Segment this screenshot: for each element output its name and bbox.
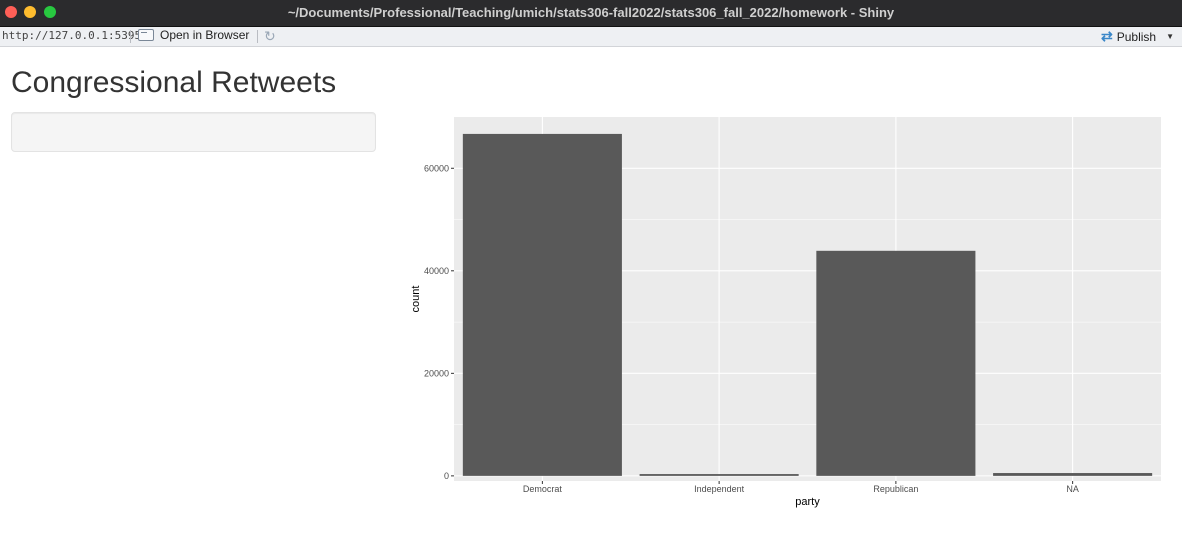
x-tick-label: NA: [1066, 484, 1079, 494]
y-tick-label: 60000: [424, 163, 449, 173]
x-axis-label: party: [795, 496, 820, 508]
x-tick-label: Republican: [873, 484, 918, 494]
publish-label: Publish: [1116, 29, 1157, 44]
y-axis-label: count: [410, 286, 422, 313]
bar-na: [993, 473, 1153, 476]
maximize-window-button[interactable]: [44, 6, 56, 18]
toolbar-separator: [257, 30, 258, 43]
sidebar-panel: [11, 112, 376, 152]
open-browser-icon: [138, 29, 154, 41]
y-tick-label: 0: [444, 471, 449, 481]
toolbar-separator: [130, 30, 131, 43]
publish-icon: ⇄: [1100, 28, 1113, 44]
viewer-toolbar: http://127.0.0.1:5395 Open in Browser ↻ …: [0, 27, 1182, 47]
open-in-browser-button[interactable]: Open in Browser: [138, 28, 249, 42]
bar-republican: [816, 250, 976, 476]
x-tick-label: Democrat: [523, 484, 563, 494]
close-window-button[interactable]: [5, 6, 17, 18]
y-tick-label: 40000: [424, 266, 449, 276]
open-in-browser-label: Open in Browser: [160, 28, 250, 42]
x-tick-label: Independent: [694, 484, 745, 494]
bar-democrat: [462, 133, 622, 476]
chevron-down-icon[interactable]: ▼: [1166, 32, 1174, 41]
page-title: Congressional Retweets: [11, 66, 337, 99]
refresh-icon[interactable]: ↻: [264, 28, 276, 44]
bar-chart: 0 20000 40000 60000 Democrat Independent Repub…: [410, 117, 1161, 508]
window-title: ~/Documents/Professional/Teaching/umich/…: [287, 5, 895, 20]
bar-independent: [639, 474, 799, 476]
y-tick-label: 20000: [424, 368, 449, 378]
minimize-window-button[interactable]: [24, 6, 36, 18]
publish-button[interactable]: ⇄ Publish ▼: [1101, 28, 1174, 45]
url-text[interactable]: http://127.0.0.1:5395: [2, 29, 142, 42]
window-titlebar: ~/Documents/Professional/Teaching/umich/…: [0, 0, 1182, 27]
